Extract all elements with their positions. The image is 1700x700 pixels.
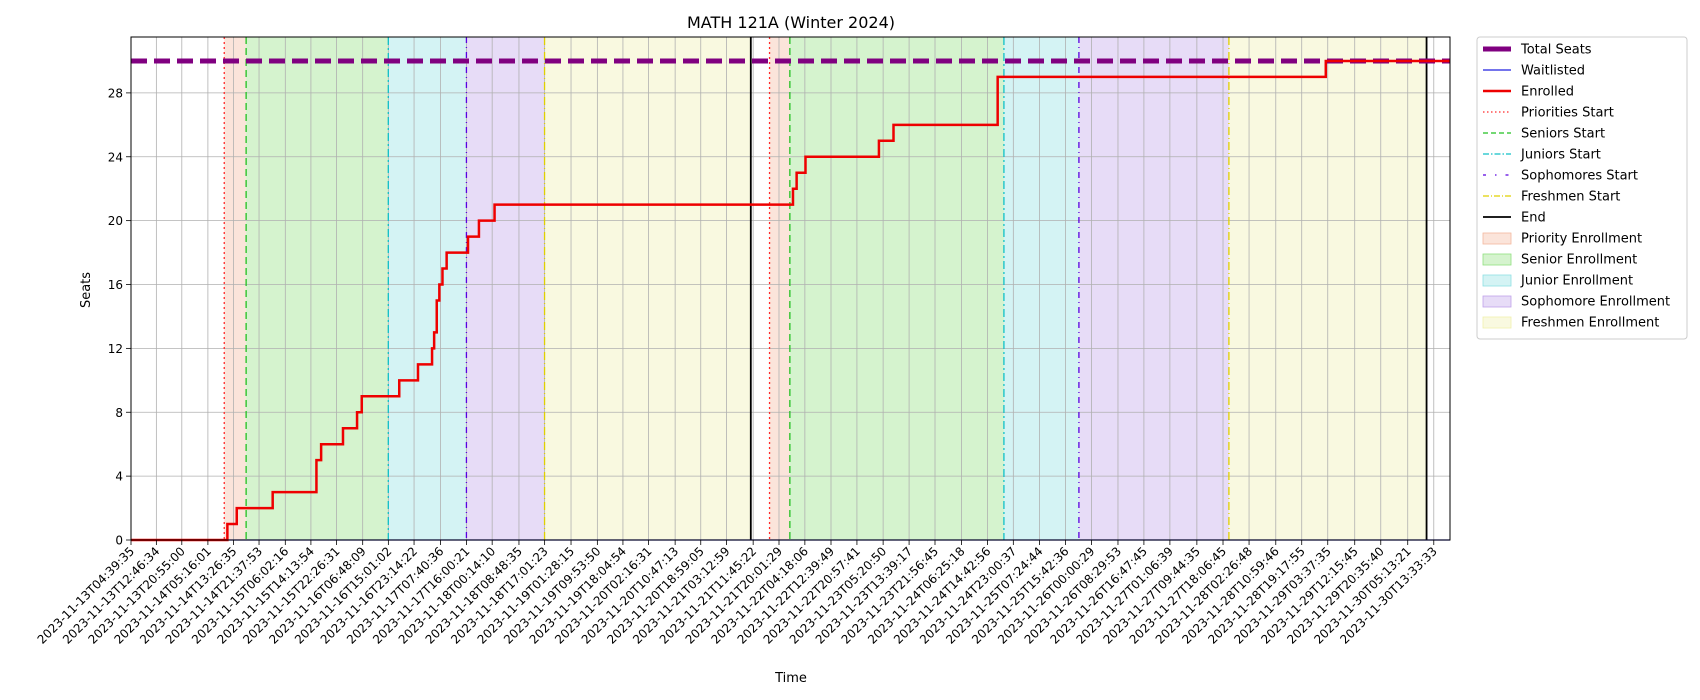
legend-label: Priorities Start — [1521, 106, 1614, 121]
legend-label: Total Seats — [1520, 43, 1592, 58]
legend-box — [1476, 36, 1688, 340]
series-line — [131, 59, 1450, 542]
legend-label: Senior Enrollment — [1521, 253, 1637, 268]
y-axis: 0 4 8 12 16 20 24 28 — [108, 86, 131, 548]
legend-swatch — [1482, 316, 1512, 329]
legend-swatch — [1482, 295, 1512, 308]
y-tick-label: 0 — [115, 534, 123, 548]
y-tick-label: 24 — [108, 150, 123, 164]
x-axis: 2023-11-13T04:39:352023-11-13T12:46:3420… — [35, 540, 1440, 647]
period-band — [789, 37, 1004, 540]
legend-swatch — [1482, 232, 1512, 245]
y-tick-label: 28 — [108, 86, 123, 100]
period-band — [466, 37, 545, 540]
x-axis-label: Time — [774, 671, 807, 686]
legend-label: Freshmen Start — [1521, 190, 1620, 205]
legend-label: Freshmen Enrollment — [1521, 316, 1659, 331]
period-band — [388, 37, 467, 540]
legend-label: Juniors Start — [1520, 148, 1601, 163]
chart-title: MATH 121A (Winter 2024) — [687, 13, 895, 32]
phase-markers — [223, 37, 1428, 540]
y-tick-label: 4 — [115, 470, 123, 484]
legend-label: Sophomore Enrollment — [1521, 295, 1670, 310]
y-tick-label: 12 — [108, 342, 123, 356]
legend: Total Seats Waitlisted Enrolled Priorities … — [1476, 36, 1688, 340]
legend-swatch — [1482, 274, 1512, 287]
y-axis-label: Seats — [79, 272, 94, 308]
period-band — [769, 37, 790, 540]
legend-label: End — [1521, 211, 1546, 226]
period-band — [1003, 37, 1079, 540]
y-tick-label: 20 — [108, 214, 123, 228]
period-band — [246, 37, 389, 540]
legend-label: Seniors Start — [1521, 127, 1605, 142]
enrollment-periods — [224, 37, 1427, 540]
legend-label: Sophomores Start — [1521, 169, 1638, 184]
y-tick-label: 8 — [115, 406, 123, 420]
period-band — [1078, 37, 1229, 540]
legend-label: Junior Enrollment — [1520, 274, 1633, 289]
period-band — [544, 37, 751, 540]
period-band — [224, 37, 247, 540]
y-tick-label: 16 — [108, 278, 123, 292]
legend-swatch — [1482, 253, 1512, 266]
legend-label: Waitlisted — [1521, 64, 1585, 79]
plot-frame — [130, 36, 1451, 541]
legend-label: Priority Enrollment — [1521, 232, 1642, 247]
legend-label: Enrolled — [1521, 85, 1574, 100]
